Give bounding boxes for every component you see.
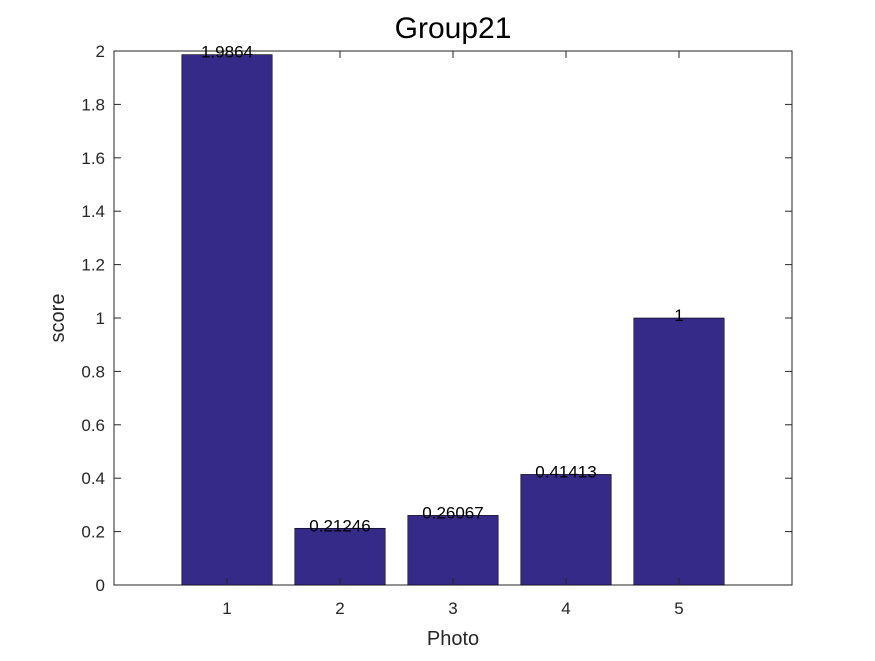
x-tick-label: 4	[561, 599, 570, 618]
y-tick-label: 0.8	[81, 362, 105, 381]
x-tick-label: 3	[448, 599, 457, 618]
bar-4	[520, 474, 612, 586]
data-label-3: 0.26067	[422, 503, 483, 522]
y-tick-label: 1.8	[81, 95, 105, 114]
y-tick-label: 0.2	[81, 523, 105, 542]
data-label-5: 1	[674, 306, 683, 325]
x-axis-ticks: 1 2 3 4 5	[222, 51, 684, 618]
bars-group	[181, 54, 725, 586]
x-tick-label: 5	[674, 599, 683, 618]
y-tick-label: 2	[96, 42, 105, 61]
y-tick-label: 1	[96, 309, 105, 328]
y-tick-label: 0	[96, 576, 105, 595]
data-label-4: 0.41413	[535, 462, 596, 481]
y-tick-label: 1.4	[81, 202, 105, 221]
chart-title: Group21	[395, 12, 512, 45]
y-tick-label: 1.6	[81, 149, 105, 168]
x-axis-label: Photo	[427, 628, 479, 650]
y-tick-label: 1.2	[81, 256, 105, 275]
x-tick-label: 2	[335, 599, 344, 618]
bar-2	[294, 527, 386, 586]
data-label-2: 0.21246	[309, 516, 370, 535]
y-axis-ticks: 0 0.2 0.4 0.6 0.8 1 1.2 1.4 1.6 1.8 2	[81, 42, 792, 595]
bar-1	[181, 54, 273, 586]
y-tick-label: 0.6	[81, 416, 105, 435]
x-tick-label: 1	[222, 599, 231, 618]
y-tick-label: 0.4	[81, 469, 105, 488]
y-axis-label: score	[47, 294, 69, 343]
bar-5	[633, 317, 725, 586]
bar-3	[407, 515, 499, 586]
